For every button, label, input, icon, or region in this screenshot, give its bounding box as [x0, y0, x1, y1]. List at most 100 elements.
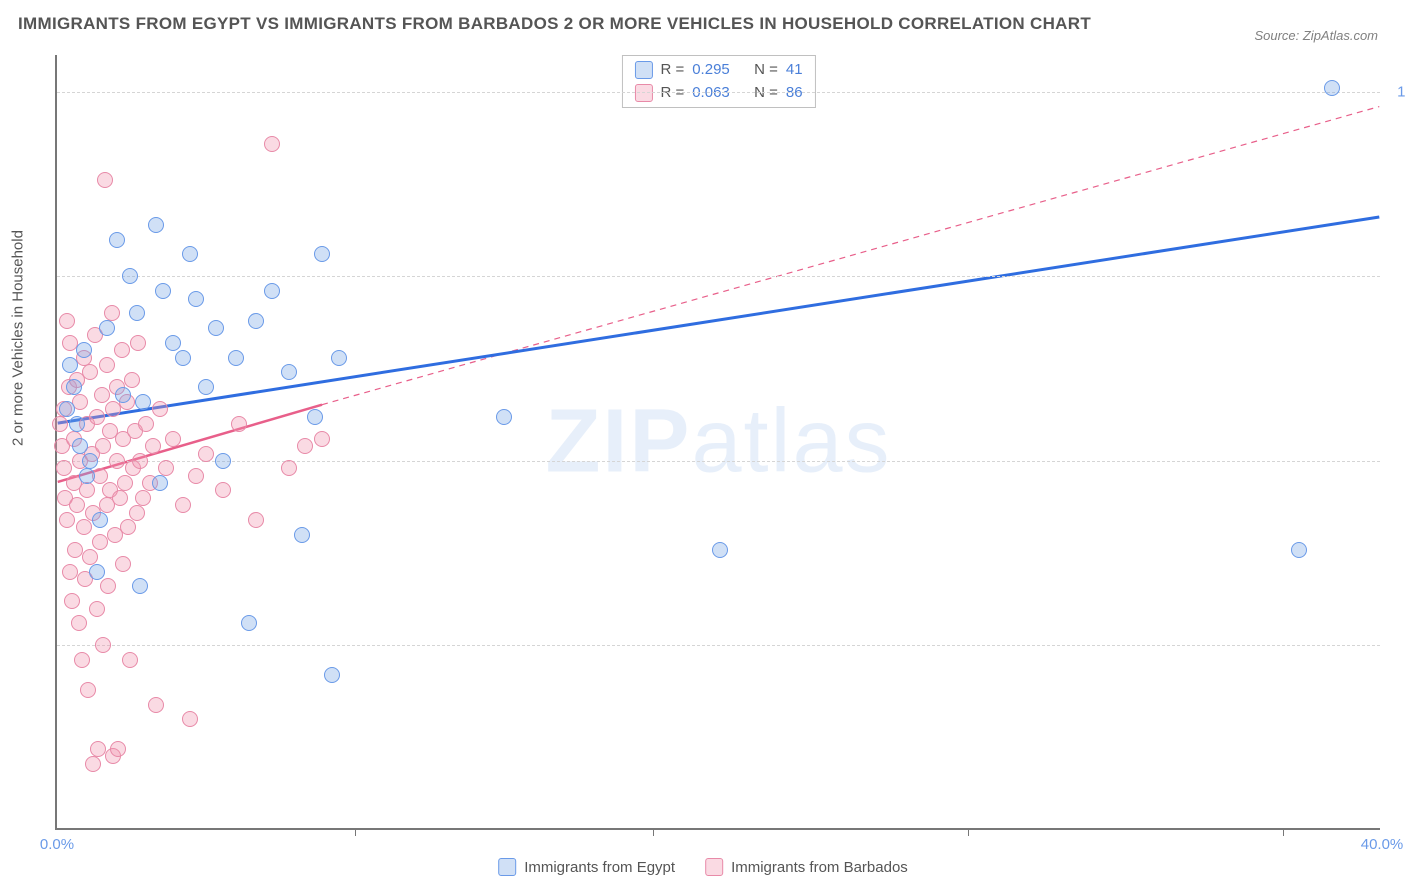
scatter-point-barbados: [138, 416, 154, 432]
scatter-point-egypt: [1324, 80, 1340, 96]
scatter-point-egypt: [324, 667, 340, 683]
correlation-chart: IMMIGRANTS FROM EGYPT VS IMMIGRANTS FROM…: [0, 0, 1406, 892]
scatter-point-egypt: [79, 468, 95, 484]
scatter-point-barbados: [90, 741, 106, 757]
scatter-point-barbados: [158, 460, 174, 476]
scatter-point-barbados: [281, 460, 297, 476]
scatter-point-barbados: [145, 438, 161, 454]
scatter-point-egypt: [1291, 542, 1307, 558]
scatter-point-egypt: [115, 387, 131, 403]
gridline: [57, 92, 1380, 93]
scatter-point-egypt: [148, 217, 164, 233]
scatter-point-barbados: [120, 519, 136, 535]
scatter-point-barbados: [64, 593, 80, 609]
scatter-point-barbados: [188, 468, 204, 484]
scatter-point-egypt: [99, 320, 115, 336]
scatter-point-barbados: [59, 512, 75, 528]
scatter-point-barbados: [89, 601, 105, 617]
watermark-light: atlas: [691, 391, 891, 491]
scatter-point-egypt: [122, 268, 138, 284]
scatter-point-barbados: [182, 711, 198, 727]
scatter-point-barbados: [92, 534, 108, 550]
scatter-point-barbados: [314, 431, 330, 447]
scatter-point-barbados: [122, 652, 138, 668]
legend-item-2: Immigrants from Barbados: [705, 858, 908, 876]
gridline: [57, 645, 1380, 646]
scatter-point-barbados: [165, 431, 181, 447]
watermark-bold: ZIP: [545, 391, 691, 491]
scatter-point-barbados: [248, 512, 264, 528]
trendline-layer: [57, 55, 1380, 828]
scatter-point-egypt: [241, 615, 257, 631]
scatter-point-barbados: [115, 556, 131, 572]
scatter-point-egypt: [59, 401, 75, 417]
scatter-point-barbados: [198, 446, 214, 462]
scatter-point-barbados: [124, 372, 140, 388]
scatter-point-barbados: [135, 490, 151, 506]
scatter-point-egypt: [132, 578, 148, 594]
scatter-point-barbados: [71, 615, 87, 631]
y-axis-label: 2 or more Vehicles in Household: [10, 230, 27, 446]
scatter-point-egypt: [228, 350, 244, 366]
scatter-point-egypt: [135, 394, 151, 410]
scatter-point-egypt: [76, 342, 92, 358]
scatter-point-barbados: [74, 652, 90, 668]
source-label: Source: ZipAtlas.com: [1254, 28, 1378, 43]
scatter-point-barbados: [109, 453, 125, 469]
scatter-point-egypt: [712, 542, 728, 558]
scatter-point-barbados: [297, 438, 313, 454]
scatter-point-egypt: [294, 527, 310, 543]
scatter-point-egypt: [66, 379, 82, 395]
x-tick-mark: [355, 828, 356, 836]
scatter-point-egypt: [69, 416, 85, 432]
scatter-point-egypt: [175, 350, 191, 366]
scatter-point-egypt: [82, 453, 98, 469]
scatter-point-barbados: [215, 482, 231, 498]
scatter-point-egypt: [62, 357, 78, 373]
scatter-point-egypt: [152, 475, 168, 491]
scatter-point-barbados: [79, 482, 95, 498]
series-legend: Immigrants from Egypt Immigrants from Ba…: [498, 858, 908, 876]
gridline: [57, 276, 1380, 277]
stats-row-1: R = 0.295 N = 41: [634, 59, 802, 82]
legend-item-1: Immigrants from Egypt: [498, 858, 675, 876]
scatter-point-egypt: [248, 313, 264, 329]
swatch-blue-icon: [634, 61, 652, 79]
scatter-point-barbados: [175, 497, 191, 513]
scatter-point-egypt: [72, 438, 88, 454]
r-label: R =: [660, 59, 684, 82]
scatter-point-barbados: [231, 416, 247, 432]
scatter-point-barbados: [148, 697, 164, 713]
scatter-point-barbados: [264, 136, 280, 152]
scatter-point-barbados: [82, 549, 98, 565]
scatter-point-barbados: [97, 172, 113, 188]
x-tick-mark: [653, 828, 654, 836]
scatter-point-barbados: [80, 682, 96, 698]
scatter-point-barbados: [69, 497, 85, 513]
scatter-point-barbados: [117, 475, 133, 491]
scatter-point-barbados: [67, 542, 83, 558]
scatter-point-barbados: [112, 490, 128, 506]
scatter-point-egypt: [109, 232, 125, 248]
scatter-point-egypt: [155, 283, 171, 299]
scatter-point-barbados: [132, 453, 148, 469]
r-value-1: 0.295: [692, 59, 730, 82]
scatter-point-egypt: [92, 512, 108, 528]
scatter-point-barbados: [110, 741, 126, 757]
n-label: N =: [754, 59, 778, 82]
scatter-point-barbados: [85, 756, 101, 772]
scatter-point-barbados: [95, 637, 111, 653]
legend-swatch-pink-icon: [705, 858, 723, 876]
scatter-point-egypt: [281, 364, 297, 380]
scatter-point-egypt: [89, 564, 105, 580]
x-tick-label: 0.0%: [40, 836, 74, 853]
scatter-point-barbados: [62, 564, 78, 580]
scatter-point-barbados: [99, 357, 115, 373]
scatter-point-barbados: [129, 505, 145, 521]
stats-legend: R = 0.295 N = 41 R = 0.063 N = 86: [621, 55, 815, 108]
scatter-point-egypt: [331, 350, 347, 366]
scatter-point-egypt: [129, 305, 145, 321]
scatter-point-barbados: [59, 313, 75, 329]
plot-area: ZIPatlas R = 0.295 N = 41 R = 0.063 N = …: [55, 55, 1380, 830]
trendline: [322, 107, 1379, 405]
